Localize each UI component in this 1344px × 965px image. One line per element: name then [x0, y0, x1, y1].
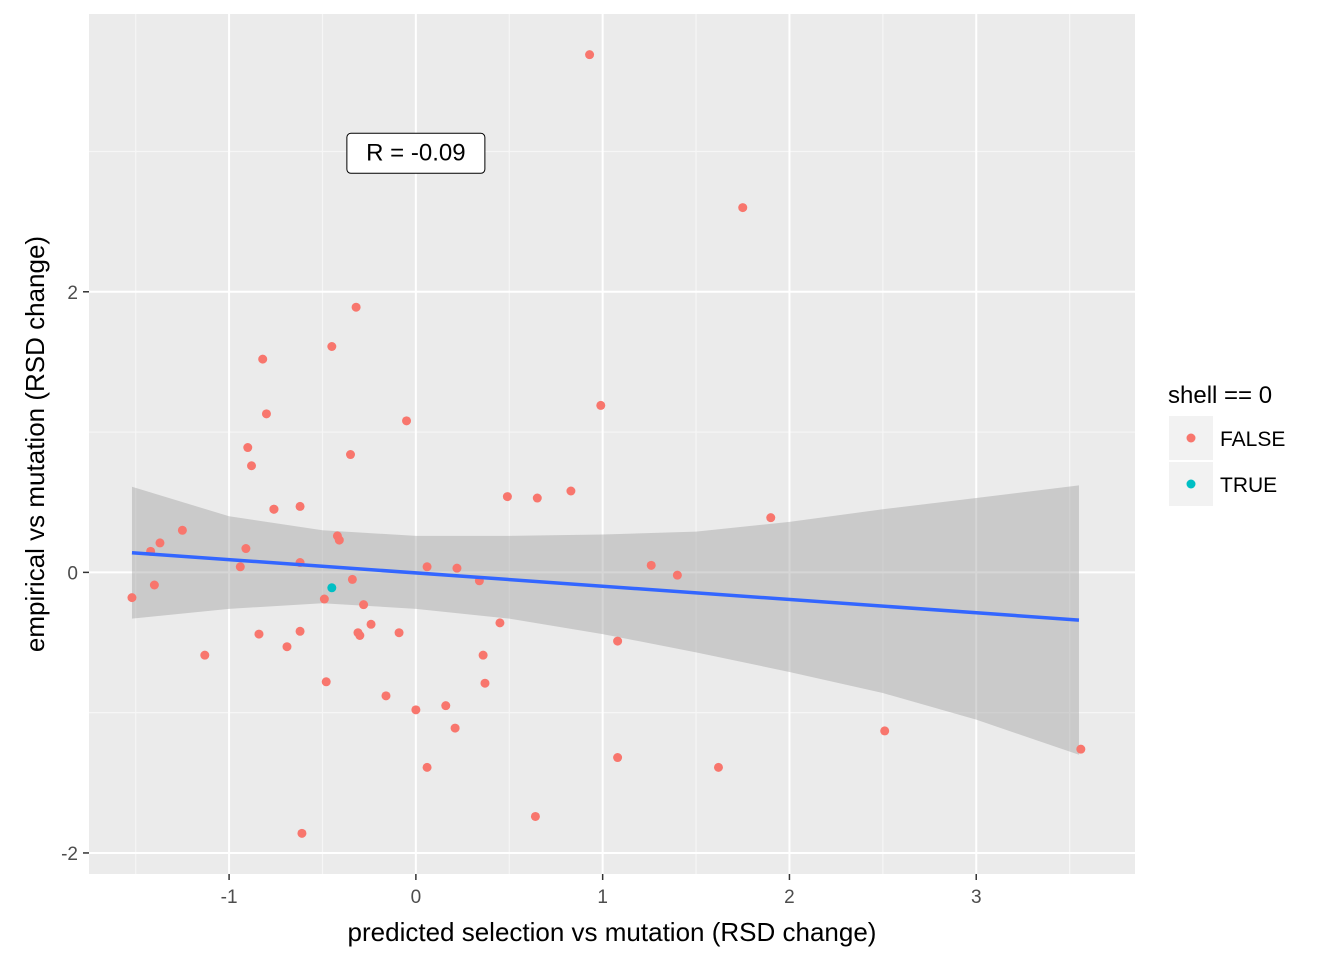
data-point-false: [351, 302, 361, 312]
regression-line: [131, 550, 1080, 622]
data-point-false: [880, 726, 890, 736]
x-axis-title: predicted selection vs mutation (RSD cha…: [348, 917, 877, 947]
legend-title: shell == 0: [1168, 382, 1272, 409]
legend-entries: FALSE TRUE: [1169, 416, 1285, 506]
data-point-false: [713, 762, 723, 772]
axes-layer: -1 0 1 2 3 -2 0 2: [61, 283, 981, 908]
data-point-false: [127, 593, 137, 603]
data-point-false: [235, 562, 245, 572]
data-point-false: [566, 486, 576, 496]
panel-background: [89, 14, 1135, 874]
data-point-false: [258, 354, 268, 364]
x-tick-label: -1: [221, 887, 238, 908]
confidence-band-layer: [131, 485, 1079, 755]
data-point-false: [177, 525, 187, 535]
data-point-false: [738, 203, 748, 213]
data-point-false: [295, 626, 305, 636]
data-point-false: [149, 580, 159, 590]
data-point-false: [247, 461, 257, 471]
legend: shell == 0 FALSE TRUE: [1168, 382, 1285, 506]
data-point-false: [254, 629, 264, 639]
data-point-false: [502, 492, 512, 502]
annotation-label: R = -0.09: [346, 132, 486, 174]
data-point-false: [613, 636, 623, 646]
data-point-false: [381, 691, 391, 701]
data-point-false: [295, 501, 305, 511]
data-point-false: [441, 701, 451, 711]
data-point-true: [327, 583, 337, 593]
y-tick-label: -2: [61, 844, 78, 865]
data-point-false: [200, 650, 210, 660]
data-point-false: [646, 560, 656, 570]
data-point-false: [613, 753, 623, 763]
x-tick-label: 0: [411, 887, 422, 908]
data-point-false: [269, 504, 279, 514]
data-point-false: [585, 50, 595, 60]
data-point-false: [402, 416, 412, 426]
data-point-false: [334, 535, 344, 545]
legend-label-true: TRUE: [1220, 474, 1277, 497]
fit-line-layer: [131, 550, 1080, 622]
data-point-false: [495, 618, 505, 628]
data-point-false: [452, 563, 462, 573]
data-point-false: [1076, 744, 1086, 754]
data-point-false: [321, 677, 331, 687]
data-point-false: [480, 678, 490, 688]
y-tick-label: 2: [67, 283, 78, 304]
data-point-false: [243, 443, 253, 453]
data-point-false: [355, 631, 365, 641]
data-point-false: [327, 341, 337, 351]
x-tick-label: 1: [597, 887, 608, 908]
legend-swatch-true: [1186, 479, 1196, 489]
data-point-false: [450, 723, 460, 733]
legend-label-false: FALSE: [1220, 428, 1285, 451]
data-point-false: [766, 513, 776, 523]
data-point-false: [346, 450, 355, 460]
data-point-false: [347, 574, 357, 584]
data-point-false: [359, 600, 369, 610]
annotation-box: [346, 132, 486, 174]
data-point-false: [532, 493, 542, 503]
legend-swatch-false: [1186, 433, 1196, 443]
x-tick-label: 2: [784, 887, 795, 908]
data-point-false: [297, 828, 307, 838]
points-layer: [127, 50, 1086, 838]
confidence-band: [131, 485, 1079, 755]
y-tick-label: 0: [67, 563, 78, 584]
data-point-false: [672, 570, 682, 580]
data-point-false: [411, 705, 421, 715]
data-point-false: [596, 400, 606, 410]
data-point-false: [530, 811, 540, 821]
y-axis-title: empirical vs mutation (RSD change): [20, 236, 50, 652]
data-point-false: [478, 650, 488, 660]
data-point-false: [282, 642, 292, 652]
data-point-false: [366, 619, 376, 629]
data-point-false: [422, 762, 432, 772]
x-tick-label: 3: [971, 887, 982, 908]
grid-lines: [89, 14, 1135, 874]
data-point-false: [319, 594, 329, 604]
annotation-text: R = -0.09: [366, 140, 465, 167]
data-point-false: [155, 538, 165, 548]
data-point-false: [422, 562, 432, 572]
data-point-false: [261, 409, 271, 419]
data-point-false: [241, 544, 251, 554]
data-point-false: [394, 628, 404, 638]
